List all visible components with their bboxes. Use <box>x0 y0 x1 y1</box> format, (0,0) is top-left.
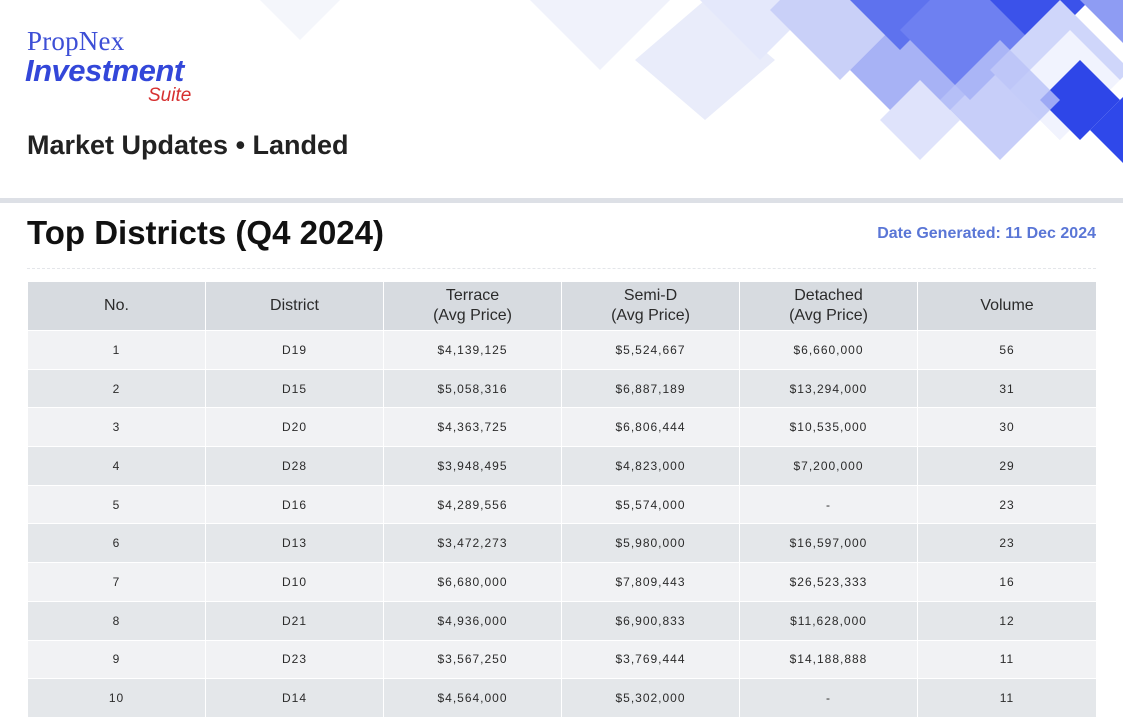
cell-terrace-price: $4,289,556 <box>383 484 562 525</box>
cell-district: D19 <box>205 330 384 370</box>
cell-district: D28 <box>205 446 384 486</box>
cell-detached-price: $14,188,888 <box>739 639 918 680</box>
cell-volume: 12 <box>917 600 1097 641</box>
cell-no: 6 <box>27 523 206 564</box>
date-generated: Date Generated: 11 Dec 2024 <box>877 225 1096 242</box>
column-header-semi-d: Semi-D (Avg Price) <box>561 281 740 331</box>
cell-terrace-price: $6,680,000 <box>383 562 562 602</box>
table-row: 8 D21 $4,936,000 $6,900,833 $11,628,000 … <box>27 600 1097 641</box>
table-row: 2 D15 $5,058,316 $6,887,189 $13,294,000 … <box>27 368 1097 409</box>
report-header: PropNex Investment Suite Market Updates … <box>0 0 1123 198</box>
cell-semi-d-price: $5,574,000 <box>561 484 740 525</box>
cell-semi-d-price: $7,809,443 <box>561 562 740 602</box>
table-row: 9 D23 $3,567,250 $3,769,444 $14,188,888 … <box>27 639 1097 680</box>
table-row: 4 D28 $3,948,495 $4,823,000 $7,200,000 2… <box>27 446 1097 486</box>
cell-detached-price: $7,200,000 <box>739 446 918 486</box>
cell-terrace-price: $4,936,000 <box>383 600 562 641</box>
cell-terrace-price: $4,363,725 <box>383 407 562 448</box>
cell-terrace-price: $3,567,250 <box>383 639 562 680</box>
table-row: 7 D10 $6,680,000 $7,809,443 $26,523,333 … <box>27 562 1097 602</box>
cell-no: 2 <box>27 368 206 409</box>
cell-detached-price: - <box>739 678 918 718</box>
logo-product-text: Investment <box>25 53 184 88</box>
cell-semi-d-price: $5,302,000 <box>561 678 740 718</box>
decorative-diamond-pattern <box>260 0 1123 163</box>
cell-no: 10 <box>27 678 206 718</box>
propnex-logo: PropNex Investment Suite <box>25 26 192 106</box>
table-row: 6 D13 $3,472,273 $5,980,000 $16,597,000 … <box>27 523 1097 564</box>
cell-district: D13 <box>205 523 384 564</box>
column-header-terrace: Terrace (Avg Price) <box>383 281 562 331</box>
cell-detached-price: $13,294,000 <box>739 368 918 409</box>
cell-detached-price: $6,660,000 <box>739 330 918 370</box>
cell-semi-d-price: $6,887,189 <box>561 368 740 409</box>
cell-terrace-price: $3,472,273 <box>383 523 562 564</box>
cell-district: D15 <box>205 368 384 409</box>
logo-suite-text: Suite <box>148 85 192 106</box>
cell-district: D10 <box>205 562 384 602</box>
cell-semi-d-price: $5,524,667 <box>561 330 740 370</box>
cell-detached-price: $10,535,000 <box>739 407 918 448</box>
cell-semi-d-price: $5,980,000 <box>561 523 740 564</box>
cell-volume: 56 <box>917 330 1097 370</box>
column-header-no: No. <box>27 281 206 331</box>
cell-semi-d-price: $4,823,000 <box>561 446 740 486</box>
table-row: 3 D20 $4,363,725 $6,806,444 $10,535,000 … <box>27 407 1097 448</box>
logo-brand-text: PropNex <box>27 26 125 56</box>
cell-volume: 30 <box>917 407 1097 448</box>
header-divider <box>0 198 1123 203</box>
cell-semi-d-price: $6,900,833 <box>561 600 740 641</box>
cell-volume: 31 <box>917 368 1097 409</box>
title-separator <box>27 268 1096 269</box>
cell-no: 8 <box>27 600 206 641</box>
cell-terrace-price: $4,564,000 <box>383 678 562 718</box>
table-row: 1 D19 $4,139,125 $5,524,667 $6,660,000 5… <box>27 330 1097 370</box>
cell-volume: 23 <box>917 484 1097 525</box>
cell-no: 3 <box>27 407 206 448</box>
cell-volume: 11 <box>917 639 1097 680</box>
column-header-detached: Detached (Avg Price) <box>739 281 918 331</box>
cell-no: 1 <box>27 330 206 370</box>
cell-no: 5 <box>27 484 206 525</box>
cell-semi-d-price: $6,806,444 <box>561 407 740 448</box>
column-header-volume: Volume <box>917 281 1097 331</box>
cell-terrace-price: $4,139,125 <box>383 330 562 370</box>
cell-detached-price: $16,597,000 <box>739 523 918 564</box>
table-row: 10 D14 $4,564,000 $5,302,000 - 11 <box>27 678 1097 718</box>
cell-detached-price: - <box>739 484 918 525</box>
cell-volume: 29 <box>917 446 1097 486</box>
cell-volume: 16 <box>917 562 1097 602</box>
cell-detached-price: $11,628,000 <box>739 600 918 641</box>
cell-terrace-price: $3,948,495 <box>383 446 562 486</box>
table-header-row: No. District Terrace (Avg Price) Semi-D (A… <box>27 281 1097 331</box>
cell-district: D20 <box>205 407 384 448</box>
cell-no: 7 <box>27 562 206 602</box>
cell-semi-d-price: $3,769,444 <box>561 639 740 680</box>
cell-district: D14 <box>205 678 384 718</box>
cell-no: 4 <box>27 446 206 486</box>
section-title: Top Districts (Q4 2024) <box>27 214 384 251</box>
cell-no: 9 <box>27 639 206 680</box>
report-subtitle: Market Updates • Landed <box>27 130 349 160</box>
cell-detached-price: $26,523,333 <box>739 562 918 602</box>
cell-district: D21 <box>205 600 384 641</box>
column-header-district: District <box>205 281 384 331</box>
cell-volume: 11 <box>917 678 1097 718</box>
top-districts-table: No. District Terrace (Avg Price) Semi-D (A… <box>27 281 1097 718</box>
table-row: 5 D16 $4,289,556 $5,574,000 - 23 <box>27 484 1097 525</box>
cell-volume: 23 <box>917 523 1097 564</box>
cell-district: D16 <box>205 484 384 525</box>
cell-district: D23 <box>205 639 384 680</box>
cell-terrace-price: $5,058,316 <box>383 368 562 409</box>
